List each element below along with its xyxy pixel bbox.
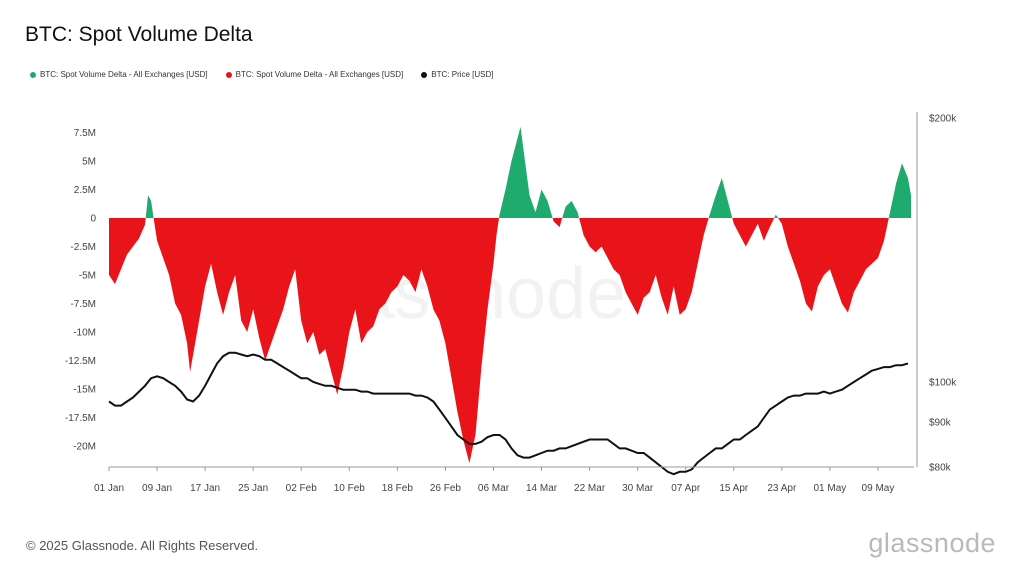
x-tick-label: 18 Feb <box>382 483 414 494</box>
y-left-tick-label: -17.5M <box>65 413 96 424</box>
y-right-tick-label: $100k <box>929 378 957 389</box>
y-left-tick-label: 5M <box>82 157 96 168</box>
y-right-tick-label: $200k <box>929 114 957 125</box>
y-left-tick-label: -20M <box>73 442 96 453</box>
legend-item-positive-delta[interactable]: BTC: Spot Volume Delta - All Exchanges [… <box>30 70 208 79</box>
y-left-tick-label: -2.5M <box>70 242 96 253</box>
x-tick-label: 06 Mar <box>478 483 510 494</box>
x-tick-label: 10 Feb <box>334 483 366 494</box>
legend-swatch-black <box>421 71 428 78</box>
x-tick-label: 09 May <box>862 483 895 494</box>
x-tick-label: 07 Apr <box>671 483 701 494</box>
legend-item-negative-delta[interactable]: BTC: Spot Volume Delta - All Exchanges [… <box>225 70 404 79</box>
legend: BTC: Spot Volume Delta - All Exchanges [… <box>30 70 494 79</box>
legend-label: BTC: Price [USD] <box>431 70 494 79</box>
x-tick-label: 22 Mar <box>574 483 606 494</box>
glassnode-logo: glassnode <box>868 528 996 558</box>
delta-area-positive <box>109 126 911 218</box>
x-tick-label: 09 Jan <box>142 483 172 494</box>
chart-title: BTC: Spot Volume Delta <box>25 23 253 46</box>
y-right-tick-label: $90k <box>929 418 952 429</box>
y-left-tick-label: -7.5M <box>70 299 96 310</box>
x-tick-label: 14 Mar <box>526 483 558 494</box>
y-left-tick-label: -12.5M <box>65 356 96 367</box>
x-tick-label: 02 Feb <box>286 483 318 494</box>
x-tick-label: 15 Apr <box>719 483 749 494</box>
legend-item-price[interactable]: BTC: Price [USD] <box>421 70 494 79</box>
copyright-footer: © 2025 Glassnode. All Rights Reserved. <box>26 538 259 553</box>
delta-area-negative <box>109 218 911 464</box>
legend-label: BTC: Spot Volume Delta - All Exchanges [… <box>40 70 208 79</box>
x-tick-label: 01 May <box>813 483 846 494</box>
x-tick-label: 23 Apr <box>767 483 797 494</box>
legend-swatch-red <box>225 71 232 78</box>
y-left-tick-label: 0 <box>90 214 96 225</box>
x-tick-label: 25 Jan <box>238 483 268 494</box>
legend-label: BTC: Spot Volume Delta - All Exchanges [… <box>235 70 404 79</box>
y-left-tick-label: 7.5M <box>74 128 96 139</box>
legend-swatch-green <box>30 71 36 78</box>
price-line <box>108 351 909 476</box>
y-left-tick-label: -5M <box>79 271 96 282</box>
y-left-tick-label: 2.5M <box>74 185 96 196</box>
x-tick-label: 30 Mar <box>622 483 654 494</box>
y-left-tick-label: -15M <box>73 385 96 396</box>
x-tick-label: 26 Feb <box>430 483 462 494</box>
y-right-tick-label: $80k <box>929 463 952 474</box>
y-left-tick-label: -10M <box>73 328 96 339</box>
x-tick-label: 01 Jan <box>94 483 124 494</box>
x-tick-label: 17 Jan <box>190 483 220 494</box>
